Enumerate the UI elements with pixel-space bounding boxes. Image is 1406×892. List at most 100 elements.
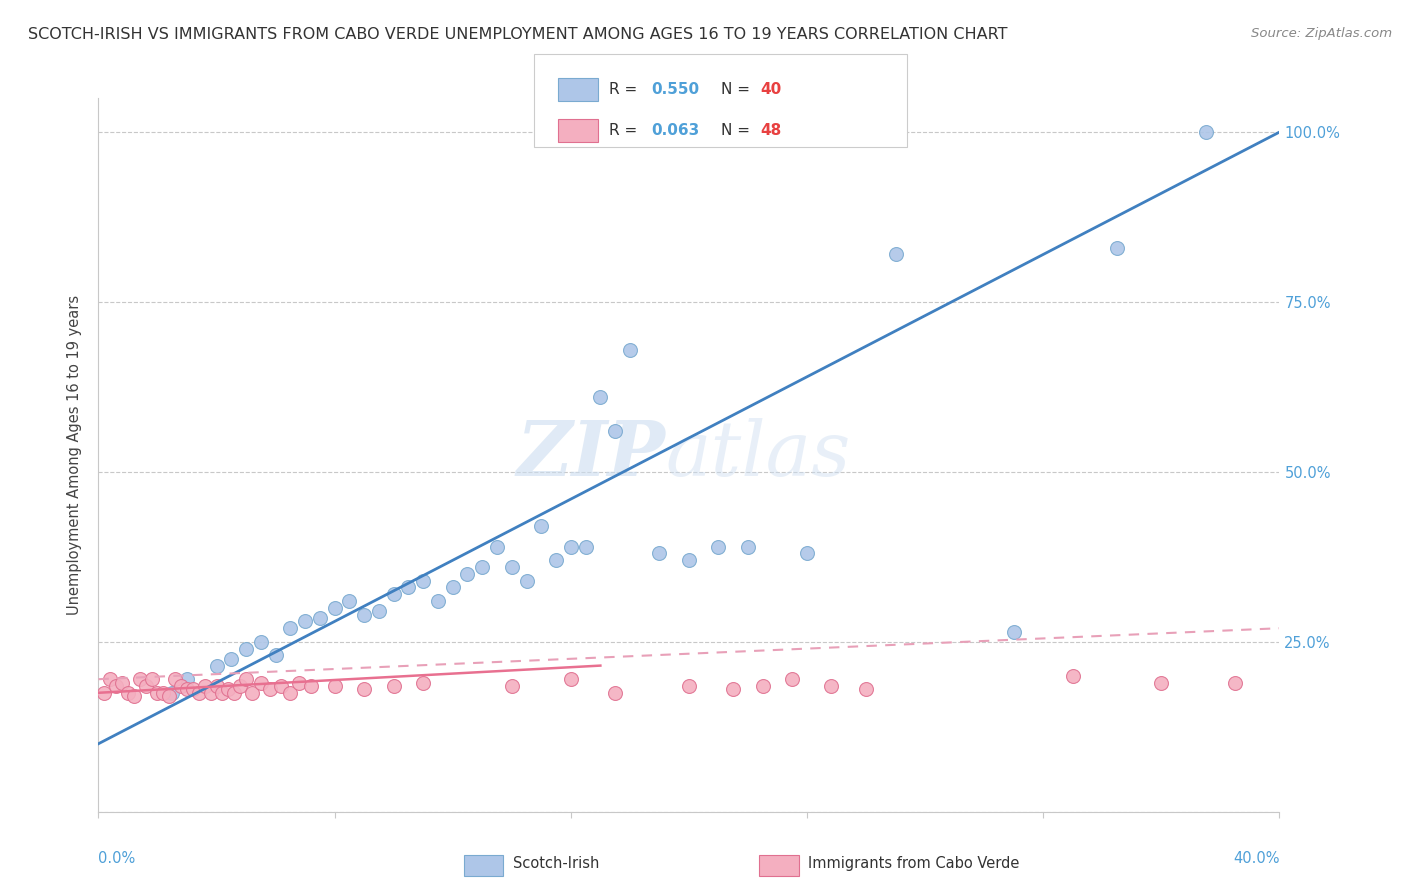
Point bbox=[546, 553, 568, 567]
Point bbox=[235, 641, 257, 656]
Point bbox=[278, 621, 302, 635]
Point bbox=[1105, 241, 1128, 255]
Point bbox=[782, 672, 804, 686]
Point bbox=[229, 679, 252, 693]
Point bbox=[427, 594, 450, 608]
Point bbox=[157, 689, 180, 703]
Point bbox=[217, 682, 239, 697]
Point bbox=[170, 679, 193, 693]
Point bbox=[211, 686, 233, 700]
Point bbox=[884, 247, 907, 261]
Point bbox=[323, 679, 346, 693]
Text: SCOTCH-IRISH VS IMMIGRANTS FROM CABO VERDE UNEMPLOYMENT AMONG AGES 16 TO 19 YEAR: SCOTCH-IRISH VS IMMIGRANTS FROM CABO VER… bbox=[28, 27, 1008, 42]
Point bbox=[396, 581, 419, 595]
Point bbox=[259, 682, 281, 697]
Point bbox=[122, 689, 145, 703]
Point bbox=[205, 658, 228, 673]
Point bbox=[820, 679, 842, 693]
Text: 0.0%: 0.0% bbox=[98, 851, 135, 866]
Point bbox=[353, 682, 375, 697]
Point bbox=[441, 581, 464, 595]
Point bbox=[471, 560, 494, 574]
Point bbox=[250, 635, 273, 649]
Point bbox=[501, 560, 523, 574]
Point bbox=[1195, 125, 1218, 139]
Text: 48: 48 bbox=[761, 123, 782, 137]
Text: 0.063: 0.063 bbox=[651, 123, 699, 137]
Point bbox=[648, 546, 671, 560]
Point bbox=[240, 686, 263, 700]
Point bbox=[368, 604, 391, 618]
Text: R =: R = bbox=[609, 123, 643, 137]
Point bbox=[339, 594, 360, 608]
Point bbox=[678, 553, 700, 567]
Point bbox=[176, 682, 198, 697]
Point bbox=[751, 679, 773, 693]
Point bbox=[278, 686, 302, 700]
Point bbox=[560, 540, 582, 554]
Point bbox=[294, 615, 316, 629]
Point bbox=[187, 686, 209, 700]
Point bbox=[412, 574, 434, 588]
Point bbox=[270, 679, 292, 693]
Point bbox=[723, 682, 745, 697]
Point bbox=[224, 686, 246, 700]
Point bbox=[560, 672, 582, 686]
Point bbox=[515, 574, 537, 588]
Point bbox=[205, 679, 228, 693]
Point bbox=[117, 686, 139, 700]
Point bbox=[299, 679, 322, 693]
Point bbox=[162, 686, 183, 700]
Text: Source: ZipAtlas.com: Source: ZipAtlas.com bbox=[1251, 27, 1392, 40]
Point bbox=[1062, 669, 1084, 683]
Point bbox=[176, 672, 198, 686]
Point bbox=[796, 546, 818, 560]
Point bbox=[165, 672, 187, 686]
Point bbox=[98, 672, 121, 686]
Text: Scotch-Irish: Scotch-Irish bbox=[513, 856, 599, 871]
Point bbox=[93, 686, 115, 700]
Point bbox=[1002, 624, 1025, 639]
Point bbox=[382, 587, 405, 601]
Point bbox=[605, 424, 627, 438]
Point bbox=[678, 679, 700, 693]
Text: 40: 40 bbox=[761, 82, 782, 96]
Point bbox=[589, 390, 612, 404]
Point bbox=[105, 679, 128, 693]
Point bbox=[111, 675, 134, 690]
Point bbox=[353, 607, 375, 622]
Point bbox=[737, 540, 759, 554]
Point bbox=[235, 672, 257, 686]
Y-axis label: Unemployment Among Ages 16 to 19 years: Unemployment Among Ages 16 to 19 years bbox=[67, 295, 83, 615]
Point bbox=[1223, 675, 1246, 690]
Point bbox=[146, 686, 169, 700]
Point bbox=[219, 652, 242, 666]
Point bbox=[501, 679, 523, 693]
Text: R =: R = bbox=[609, 82, 643, 96]
Text: N =: N = bbox=[721, 123, 755, 137]
Point bbox=[382, 679, 405, 693]
Point bbox=[412, 675, 434, 690]
Point bbox=[605, 686, 627, 700]
Point bbox=[486, 540, 509, 554]
Point bbox=[707, 540, 730, 554]
Point bbox=[855, 682, 877, 697]
Point bbox=[152, 686, 174, 700]
Text: ZIP: ZIP bbox=[516, 418, 665, 491]
Point bbox=[323, 600, 346, 615]
Text: N =: N = bbox=[721, 82, 755, 96]
Text: 40.0%: 40.0% bbox=[1233, 851, 1279, 866]
Text: Immigrants from Cabo Verde: Immigrants from Cabo Verde bbox=[808, 856, 1019, 871]
Point bbox=[200, 686, 222, 700]
Point bbox=[181, 682, 204, 697]
Point bbox=[1150, 675, 1173, 690]
Point bbox=[288, 675, 311, 690]
Point bbox=[574, 540, 596, 554]
Point bbox=[309, 611, 332, 625]
Point bbox=[135, 679, 157, 693]
Point bbox=[128, 672, 150, 686]
Point bbox=[264, 648, 287, 663]
Text: 0.550: 0.550 bbox=[651, 82, 699, 96]
Point bbox=[194, 679, 217, 693]
Point bbox=[141, 672, 163, 686]
